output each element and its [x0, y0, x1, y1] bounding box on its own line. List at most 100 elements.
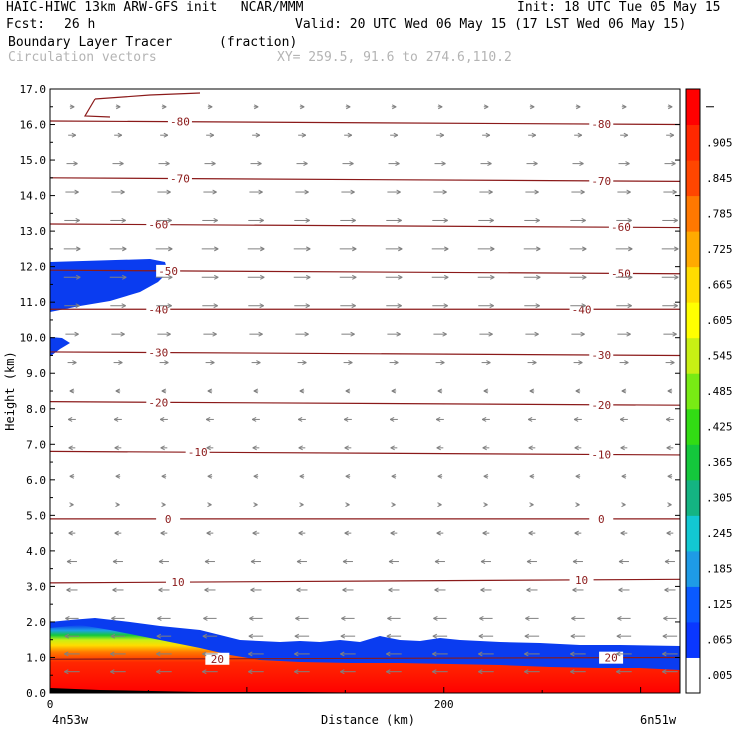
wind-vector-head [69, 502, 74, 508]
wind-vector-head [340, 669, 345, 675]
colorbar-swatch [686, 373, 700, 410]
contour-label-bg [589, 174, 614, 187]
x-left-location: 4n53w [52, 713, 89, 727]
y-tick-label: 8.0 [26, 403, 46, 416]
wind-vector-head [165, 161, 170, 167]
contour-label: -80 [170, 116, 190, 129]
wind-vector-head [122, 246, 127, 252]
wind-vector-head [398, 274, 403, 280]
wind-vector-head [110, 651, 115, 657]
wind-vector-head [304, 331, 309, 337]
wind-vector-head [214, 274, 219, 280]
wind-vector-head [526, 587, 531, 593]
contour-label: 20 [604, 652, 617, 665]
wind-vector-head [74, 331, 79, 337]
wind-vector-head [621, 104, 627, 110]
wind-vector-head [258, 189, 263, 195]
wind-vector-head [440, 360, 445, 366]
wind-vector-head [669, 132, 675, 138]
mid-tracer-blob [50, 337, 70, 356]
contour-label-bg [589, 398, 614, 411]
wind-vector-head [251, 416, 257, 422]
wind-vector-head [202, 669, 207, 675]
contour-label-bg [205, 652, 230, 665]
contour-label-bg [167, 115, 192, 128]
wind-vector-head [390, 445, 395, 451]
wind-vector-head [570, 651, 575, 657]
wind-vector-head [621, 473, 627, 479]
y-tick-label: 11.0 [20, 296, 47, 309]
wind-vector-head [437, 502, 442, 508]
wind-vector-head [207, 388, 213, 394]
wind-vector-head [298, 445, 303, 451]
wind-vector-head [68, 530, 73, 536]
wind-vector-head [348, 360, 353, 366]
field-units: (fraction) [219, 35, 298, 50]
wind-vector-head [158, 559, 164, 564]
colorbar-frame [685, 88, 701, 694]
contour-label: -50 [158, 265, 178, 278]
wind-vector-head [443, 303, 448, 309]
wind-vector-head [306, 246, 311, 252]
wind-vector-head [671, 161, 676, 167]
wind-vector-head [115, 473, 121, 479]
wind-vector-head [526, 559, 532, 564]
wind-vector-head [532, 360, 537, 366]
wind-vector-head [487, 161, 492, 167]
wind-vector-head [160, 530, 165, 536]
wind-vector-head [297, 416, 303, 422]
wind-vector-head [618, 587, 623, 593]
colorbar-level-label: .545 [706, 349, 733, 362]
y-tick-label: 2.0 [26, 616, 46, 629]
contour-label-bg [146, 303, 171, 316]
wind-vector-head [260, 246, 265, 252]
contour-label: -10 [591, 449, 611, 462]
wind-vector-head [672, 331, 677, 337]
wind-vector-head [205, 416, 211, 422]
wind-vector-head [488, 189, 493, 195]
wind-vector-head [387, 615, 392, 621]
wind-vector-head [673, 303, 678, 309]
wind-vector-head [64, 651, 69, 657]
contour-label-bg [146, 218, 171, 231]
wind-vector-head [69, 388, 75, 394]
y-axis-label: Height (km) [3, 351, 17, 430]
wind-vector-head [75, 218, 80, 223]
contour-label: 10 [575, 574, 588, 587]
contour-label: 0 [165, 513, 172, 526]
colorbar-swatch [686, 550, 700, 587]
wind-vector-head [118, 360, 123, 366]
wind-vector-head [483, 104, 489, 110]
wind-vector-head [437, 104, 443, 110]
contour-label-bg [146, 396, 171, 409]
contour-top-hook [83, 98, 111, 118]
wind-vector-head [529, 502, 534, 508]
wind-vector-head [529, 473, 535, 479]
header-init: Init: 18 UTC Tue 05 May 15 [517, 0, 721, 15]
wind-vector-head [110, 669, 115, 675]
wind-vector-head [344, 445, 349, 451]
colorbar-swatch [686, 124, 700, 161]
wind-vector-head [432, 669, 437, 675]
wind-vector-head [674, 274, 679, 280]
wind-vector-head [112, 587, 117, 593]
wind-vector-head [168, 274, 173, 280]
y-tick-label: 14.0 [20, 190, 47, 203]
colorbar-swatch [686, 515, 700, 552]
wind-vector-head [628, 274, 633, 280]
wind-vector-head [524, 633, 530, 639]
wind-vector-head [306, 274, 311, 280]
wind-vector-head [535, 303, 540, 309]
wind-vector-head [662, 651, 667, 657]
wind-vector-head [482, 530, 487, 536]
wind-vector-head [663, 615, 668, 621]
header-valid: Valid: 20 UTC Wed 06 May 15 (17 LST Wed … [295, 17, 687, 32]
wind-vector-head [250, 587, 255, 593]
wind-vector-head [202, 633, 208, 639]
wind-vector-head [442, 189, 447, 195]
wind-vector-head [351, 303, 356, 309]
wind-vector-head [65, 615, 70, 621]
wind-vector-head [113, 416, 119, 422]
wind-vector-head [250, 559, 256, 564]
y-tick-label: 15.0 [20, 154, 47, 167]
